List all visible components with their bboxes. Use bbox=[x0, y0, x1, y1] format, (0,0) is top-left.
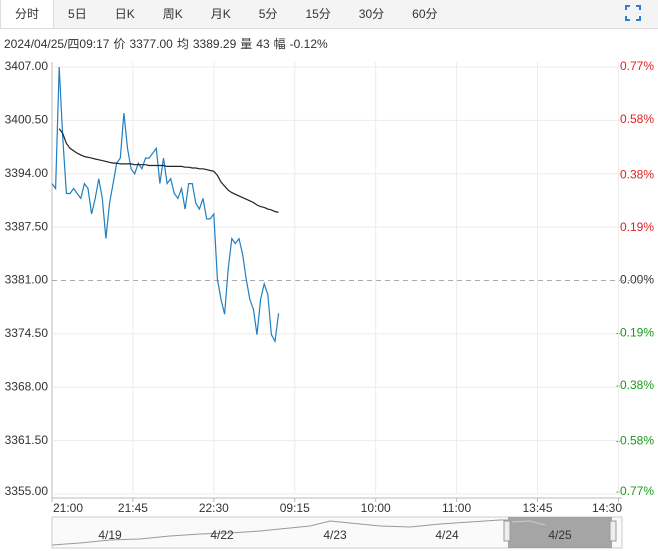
navigator-window[interactable] bbox=[508, 517, 612, 548]
tab[interactable]: 15分 bbox=[305, 7, 331, 21]
y-tick-label: 3407.00 bbox=[5, 59, 49, 73]
navigator-line bbox=[511, 520, 546, 526]
navigator-label: 4/22 bbox=[210, 528, 234, 542]
navigator-label: 4/23 bbox=[323, 528, 347, 542]
y-tick-label: 3394.00 bbox=[5, 166, 49, 180]
tab[interactable]: 5分 bbox=[258, 7, 278, 21]
x-tick-label: 21:00 bbox=[53, 501, 83, 515]
navigator-label: 4/19 bbox=[98, 528, 122, 542]
navigator-line bbox=[51, 519, 508, 546]
navigator-handle[interactable] bbox=[503, 520, 511, 542]
tab[interactable]: 5日 bbox=[68, 7, 87, 21]
y2-tick-label: 0.77% bbox=[620, 59, 654, 73]
y2-tick-label: 0.19% bbox=[620, 220, 654, 234]
info-price-label: 价 bbox=[113, 37, 126, 51]
y-tick-label: 3400.50 bbox=[5, 113, 49, 127]
y2-tick-label: 0.58% bbox=[620, 112, 654, 126]
info-volume-label: 量 bbox=[240, 37, 253, 51]
navigator-label: 4/24 bbox=[435, 528, 459, 542]
x-tick-label: 10:00 bbox=[361, 501, 391, 515]
info-change: -0.12% bbox=[289, 37, 328, 51]
info-change-label: 幅 bbox=[273, 37, 286, 51]
y-tick-label: 3361.50 bbox=[5, 433, 49, 447]
x-tick-label: 11:00 bbox=[442, 501, 471, 515]
info-price: 3377.00 bbox=[129, 37, 173, 51]
x-tick-label: 09:15 bbox=[280, 501, 310, 515]
navigator-handle[interactable] bbox=[609, 520, 617, 542]
y2-tick-label: -0.77% bbox=[616, 484, 654, 498]
info-avg: 3389.29 bbox=[192, 37, 237, 51]
x-tick-label: 13:45 bbox=[522, 501, 552, 515]
navigator-label: 4/25 bbox=[548, 528, 572, 542]
tab-bar: 分时 5日 日K 周K 月K 5分 15分 30分 60分 bbox=[0, 0, 658, 29]
expand-icon[interactable] bbox=[625, 5, 641, 21]
price-line bbox=[51, 66, 280, 344]
tab[interactable]: 60分 bbox=[412, 7, 438, 21]
y-tick-label: 3368.00 bbox=[5, 379, 49, 393]
info-line: 2024/04/25/四09:17 价 3377.00 均 3389.29 量 43 幅 -0.… bbox=[4, 35, 332, 52]
y-tick-label: 3374.50 bbox=[5, 326, 49, 340]
tab[interactable]: 周K bbox=[162, 7, 183, 21]
tab[interactable]: 日K bbox=[114, 7, 135, 21]
x-tick-label: 22:30 bbox=[199, 501, 229, 515]
info-avg-label: 均 bbox=[176, 37, 189, 51]
info-time: 2024/04/25/四09:17 bbox=[4, 37, 110, 51]
y2-tick-label: -0.38% bbox=[616, 378, 654, 392]
tab[interactable]: 月K bbox=[210, 7, 231, 21]
y2-tick-label: -0.19% bbox=[616, 325, 654, 339]
info-volume: 43 bbox=[256, 37, 270, 51]
y2-tick-label: 0.00% bbox=[620, 273, 654, 287]
x-tick-label: 21:45 bbox=[118, 501, 148, 515]
y2-tick-label: 0.38% bbox=[620, 167, 654, 181]
tab[interactable]: 分时 bbox=[0, 0, 55, 28]
y-tick-label: 3355.00 bbox=[5, 484, 49, 498]
x-tick-label: 14:30 bbox=[592, 501, 622, 515]
y-tick-label: 3387.50 bbox=[5, 219, 49, 233]
tab[interactable]: 30分 bbox=[358, 7, 385, 21]
price-line bbox=[58, 128, 279, 213]
y-tick-label: 3381.00 bbox=[5, 273, 49, 287]
y2-tick-label: -0.58% bbox=[616, 433, 654, 447]
